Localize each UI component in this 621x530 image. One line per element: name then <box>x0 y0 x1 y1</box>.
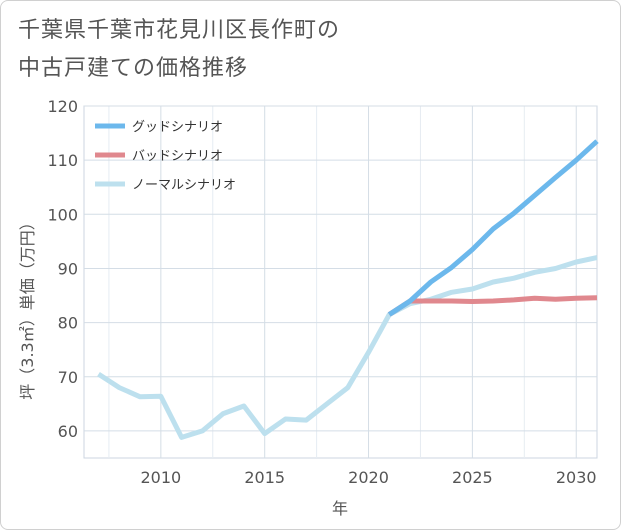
y-tick-label: 90 <box>58 259 78 278</box>
series-lines <box>97 139 599 440</box>
y-tick-label: 100 <box>47 205 78 224</box>
legend-label-0: グッドシナリオ <box>132 120 223 135</box>
legend-label-1: バッドシナリオ <box>132 149 223 164</box>
x-tick-label: 2020 <box>348 468 389 487</box>
series-line-1 <box>387 295 598 317</box>
x-tick-label: 2030 <box>556 468 597 487</box>
series-line-2 <box>97 255 598 440</box>
y-tick-label: 120 <box>47 97 78 116</box>
x-tick-label: 2010 <box>140 468 181 487</box>
y-tick-label: 110 <box>47 151 78 170</box>
x-tick-label: 2015 <box>244 468 285 487</box>
y-tick-label: 80 <box>58 314 78 333</box>
plot-area <box>83 105 598 459</box>
grid-lines <box>84 105 597 458</box>
chart-title: 千葉県千葉市花見川区長作町の 中古戸建ての価格推移 <box>18 12 340 88</box>
series-line-0 <box>387 139 599 317</box>
chart-title-line-1: 千葉県千葉市花見川区長作町の <box>18 18 341 43</box>
chart-title-line-2: 中古戸建ての価格推移 <box>18 56 249 81</box>
x-tick-label: 2025 <box>452 468 493 487</box>
y-tick-label: 60 <box>58 422 78 441</box>
y-axis-title: 坪（3.3㎡）単価（万円） <box>18 214 37 399</box>
legend-label-2: ノーマルシナリオ <box>132 178 236 193</box>
y-tick-label: 70 <box>58 368 78 387</box>
tick-labels: 2010 2015 2020 2025 2030 60 70 80 90 100 110 120 <box>47 97 596 487</box>
x-axis-title: 年 <box>332 499 348 518</box>
